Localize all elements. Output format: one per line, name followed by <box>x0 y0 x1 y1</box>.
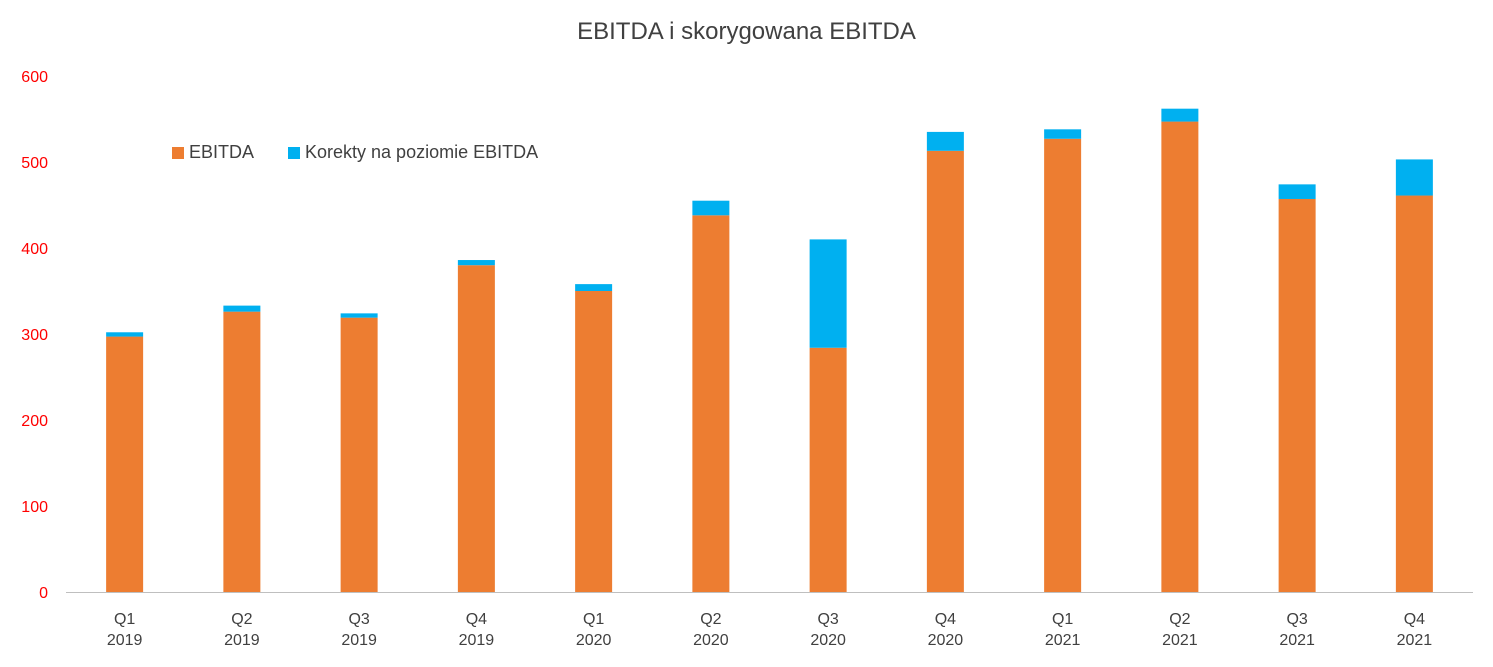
bar-ebitda <box>575 291 613 592</box>
x-tick-label-year: 2021 <box>1279 632 1315 649</box>
x-tick-label-quarter: Q3 <box>1286 611 1307 628</box>
bar-ebitda <box>1278 198 1316 593</box>
x-tick-label-year: 2020 <box>810 632 846 649</box>
x-tick-label-year: 2020 <box>928 632 964 649</box>
y-tick-label: 300 <box>21 327 48 344</box>
bar-korekty <box>457 260 495 266</box>
y-tick-label: 200 <box>21 413 48 430</box>
bar-ebitda <box>1161 121 1199 592</box>
bar-korekty <box>809 239 847 348</box>
x-tick-label-quarter: Q4 <box>466 611 487 628</box>
y-tick-label: 400 <box>21 241 48 258</box>
bar-korekty <box>926 131 964 151</box>
bar-korekty <box>106 332 144 337</box>
x-tick-label-quarter: Q2 <box>231 611 252 628</box>
x-tick-label-year: 2019 <box>341 632 377 649</box>
x-tick-label-year: 2019 <box>107 632 143 649</box>
legend-item-ebitda: EBITDA <box>172 142 254 163</box>
bar-korekty <box>1278 184 1316 199</box>
x-tick-label-year: 2020 <box>693 632 729 649</box>
bar-korekty <box>340 313 378 318</box>
x-tick-label-quarter: Q4 <box>935 611 956 628</box>
x-tick-label-year: 2019 <box>459 632 495 649</box>
y-tick-label: 100 <box>21 499 48 516</box>
bar-ebitda <box>809 347 847 592</box>
x-tick-label-quarter: Q2 <box>1169 611 1190 628</box>
legend: EBITDA Korekty na poziomie EBITDA <box>172 142 572 163</box>
x-tick-label-quarter: Q2 <box>700 611 721 628</box>
bar-korekty <box>575 284 613 291</box>
y-tick-label: 0 <box>39 585 48 602</box>
bar-korekty <box>1395 159 1433 196</box>
bar-ebitda <box>1395 195 1433 593</box>
legend-item-korekty: Korekty na poziomie EBITDA <box>288 142 538 163</box>
y-tick-label: 600 <box>21 69 48 86</box>
x-tick-label-quarter: Q3 <box>817 611 838 628</box>
bar-ebitda <box>106 336 144 592</box>
x-tick-label-year: 2019 <box>224 632 260 649</box>
bar-ebitda <box>340 317 378 592</box>
x-tick-label-year: 2021 <box>1045 632 1081 649</box>
bar-ebitda <box>1044 138 1082 592</box>
x-tick-label-quarter: Q3 <box>348 611 369 628</box>
x-tick-label-year: 2021 <box>1162 632 1198 649</box>
legend-label-ebitda: EBITDA <box>189 142 255 162</box>
bar-ebitda <box>457 265 495 592</box>
x-tick-label-quarter: Q1 <box>114 611 135 628</box>
x-tick-label-year: 2021 <box>1397 632 1433 649</box>
legend-swatch-korekty <box>288 146 301 159</box>
bar-ebitda <box>926 150 964 592</box>
chart-title: EBITDA i skorygowana EBITDA <box>577 18 916 45</box>
x-tick-label-year: 2020 <box>576 632 612 649</box>
x-tick-label-quarter: Q4 <box>1404 611 1425 628</box>
x-tick-label-quarter: Q1 <box>1052 611 1073 628</box>
bar-korekty <box>692 200 730 216</box>
legend-label-korekty: Korekty na poziomie EBITDA <box>305 142 539 162</box>
bar-ebitda <box>692 215 730 592</box>
x-tick-label-quarter: Q1 <box>583 611 604 628</box>
legend-swatch-ebitda <box>172 146 184 159</box>
bar-korekty <box>1044 129 1082 139</box>
bar-korekty <box>1161 108 1199 122</box>
bar-ebitda <box>223 311 261 592</box>
y-tick-label: 500 <box>21 155 48 172</box>
bar-korekty <box>223 305 261 312</box>
